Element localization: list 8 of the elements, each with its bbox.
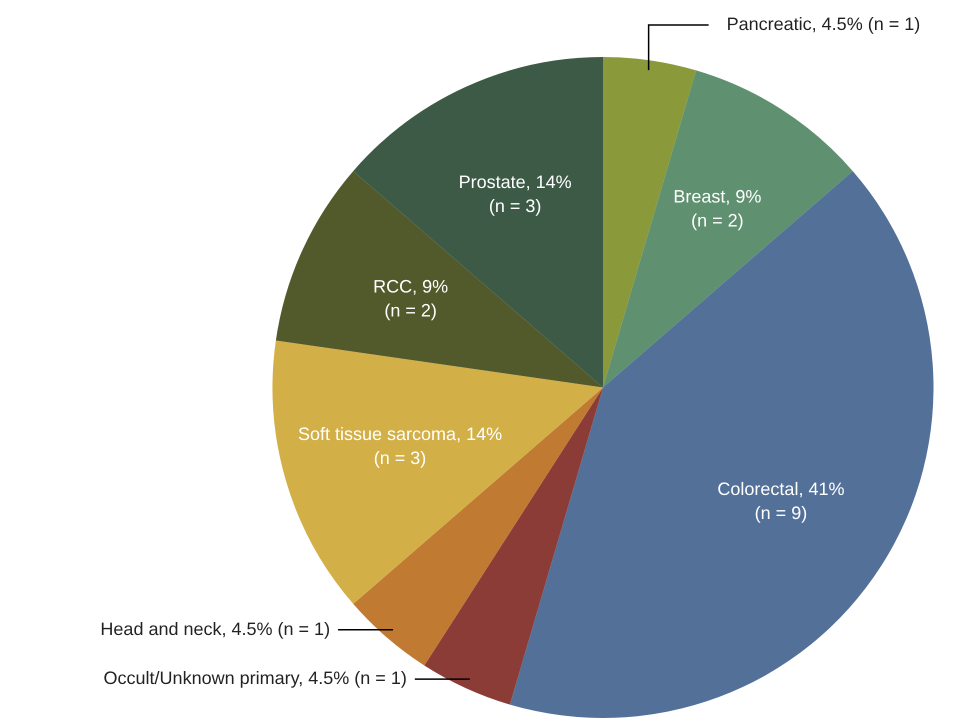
slice-label: Head and neck, 4.5% (n = 1) <box>100 618 330 639</box>
slice-label: Prostate, 14% (n = 3) <box>458 172 572 216</box>
slice-label: Colorectal, 41% (n = 9) <box>717 478 844 523</box>
slice-label: RCC, 9% (n = 2) <box>373 276 448 321</box>
slice-label: Pancreatic, 4.5% (n = 1) <box>726 14 920 34</box>
slice-label: Soft tissue sarcoma, 14% (n = 3) <box>298 424 502 468</box>
slice-label: Occult/Unknown primary, 4.5% (n = 1) <box>104 668 407 688</box>
slice-label: Breast, 9% (n = 2) <box>673 186 762 231</box>
